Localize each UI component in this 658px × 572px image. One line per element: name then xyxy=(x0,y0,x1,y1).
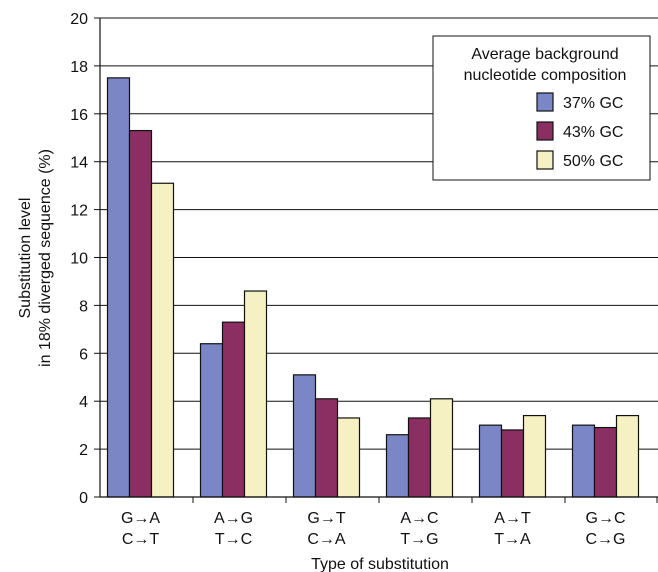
x-tick-label: G→A xyxy=(121,510,160,527)
y-tick-label: 2 xyxy=(79,442,88,459)
bar-37-gc xyxy=(292,374,317,498)
x-axis-title: Type of substitution xyxy=(311,556,449,572)
legend-label: 43% GC xyxy=(563,124,623,141)
x-tick-label: T→G xyxy=(400,531,438,548)
bar-50-gc xyxy=(243,290,268,498)
bar-37-gc xyxy=(385,434,410,498)
x-tick-label: C→A xyxy=(307,531,346,548)
y-tick-label: 6 xyxy=(79,346,88,363)
legend-items: 37% GC 43% GC 50% GC xyxy=(536,92,623,170)
bar-43-gc xyxy=(500,429,525,498)
y-tick-label: 4 xyxy=(79,394,88,411)
bar-43-gc xyxy=(128,129,153,498)
x-tick-label: C→T xyxy=(122,531,160,548)
legend-label: 37% GC xyxy=(563,95,623,112)
x-tick-label: T→A xyxy=(494,531,531,548)
legend-title-line-2: nucleotide composition xyxy=(464,67,627,84)
legend-swatch xyxy=(536,121,554,141)
y-tick-label: 10 xyxy=(70,251,88,268)
bar-50-gc xyxy=(429,398,454,498)
x-tick-label: A→T xyxy=(494,510,531,527)
grid-layer xyxy=(100,17,658,450)
y-tick-label: 18 xyxy=(70,59,88,76)
x-tick-label: T→C xyxy=(215,531,252,548)
x-tick-label: G→T xyxy=(307,510,345,527)
bar-43-gc xyxy=(314,398,339,498)
legend-swatch xyxy=(536,150,554,170)
y-tick-label: 8 xyxy=(79,298,88,315)
legend-swatch xyxy=(536,92,554,112)
bar-37-gc xyxy=(199,343,224,498)
bar-43-gc xyxy=(593,426,618,498)
x-tick-label: A→G xyxy=(214,510,253,527)
bar-43-gc xyxy=(407,417,432,498)
bar-50-gc xyxy=(336,417,361,498)
x-tick-label: C→G xyxy=(586,531,626,548)
legend-label: 50% GC xyxy=(563,153,623,170)
legend: Average background nucleotide compositio… xyxy=(432,35,651,181)
y-tick-label: 12 xyxy=(70,203,88,220)
axis-layer: 0 2 4 6 8 10 12 14 16 18 20 G→A C→T A→G T→C G→T C→A A→C T→… xyxy=(70,11,658,548)
bar-layer xyxy=(106,77,640,498)
bar-43-gc xyxy=(221,321,246,498)
bar-50-gc xyxy=(522,414,547,498)
bar-37-gc xyxy=(571,424,596,498)
bar-37-gc xyxy=(478,424,503,498)
bar-50-gc xyxy=(615,414,640,498)
y-axis-title-line-2: in 18% diverged sequence (%) xyxy=(37,149,54,367)
bar-50-gc xyxy=(150,182,175,498)
y-tick-label: 16 xyxy=(70,107,88,124)
y-tick-label: 14 xyxy=(70,155,88,172)
y-axis-title-line-1: Substitution level xyxy=(17,198,34,319)
y-tick-label: 20 xyxy=(70,11,88,28)
y-tick-label: 0 xyxy=(79,490,88,507)
legend-title-line-1: Average background xyxy=(471,46,618,63)
x-tick-label: A→C xyxy=(400,510,438,527)
x-tick-label: G→C xyxy=(586,510,626,527)
bar-37-gc xyxy=(106,77,131,498)
